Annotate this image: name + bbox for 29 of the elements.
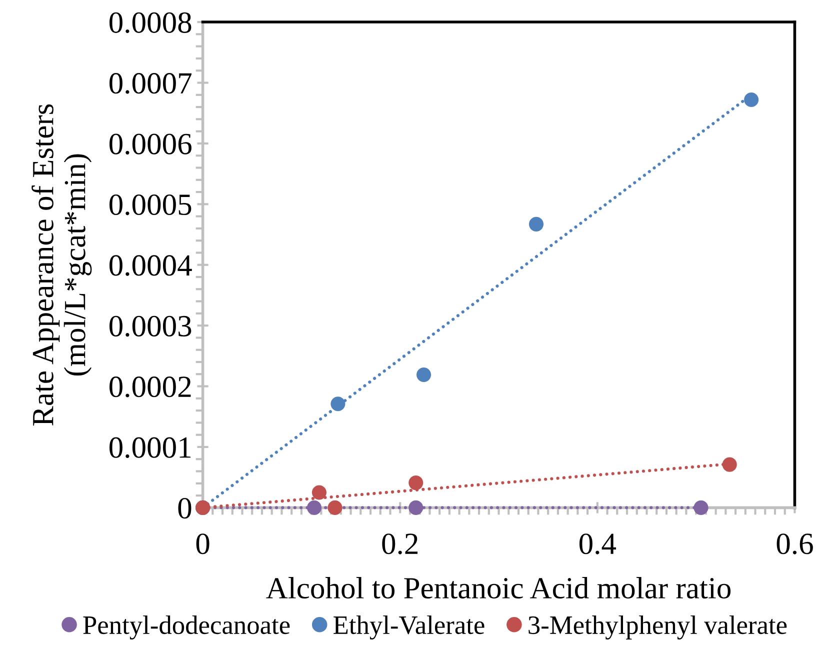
legend-label: Pentyl-dodecanoate [83,616,290,640]
point [408,500,424,515]
y-tick-label: 0.0007 [110,73,192,94]
point [306,500,322,515]
y-tick-label: 0 [178,498,192,519]
x-tick-label: 0.2 [382,534,418,554]
y-tick-label: 0.0003 [110,316,192,337]
y-tick-label: 0.0004 [110,255,192,276]
y-tick-label: 0.0008 [110,12,192,34]
x-axis-title: Alcohol to Pentanoic Acid molar ratio [266,577,731,599]
point [328,500,342,515]
x-tick-label: 0.4 [579,534,616,554]
point [744,92,759,108]
point [528,216,544,232]
y-tick-label: 0.0005 [110,194,192,216]
point [694,500,708,515]
legend-label: 3-Methylphenyl valerate [528,616,787,640]
x-tick-label: 0.6 [776,534,813,554]
point [416,367,432,382]
x-tick-label: 0 [196,534,210,554]
y-axis-title: Rate Appearance of Esters (mol/L*gcat*min) [32,104,92,426]
legend-label: Ethyl-Valerate [334,616,484,640]
y-tick-label: 0.0006 [110,134,192,154]
y-tick-label: 0.0002 [110,376,191,398]
point [722,457,737,472]
point [408,476,424,490]
point [312,485,326,500]
point [330,396,346,412]
y-tick-label: 0.0001 [110,437,191,458]
